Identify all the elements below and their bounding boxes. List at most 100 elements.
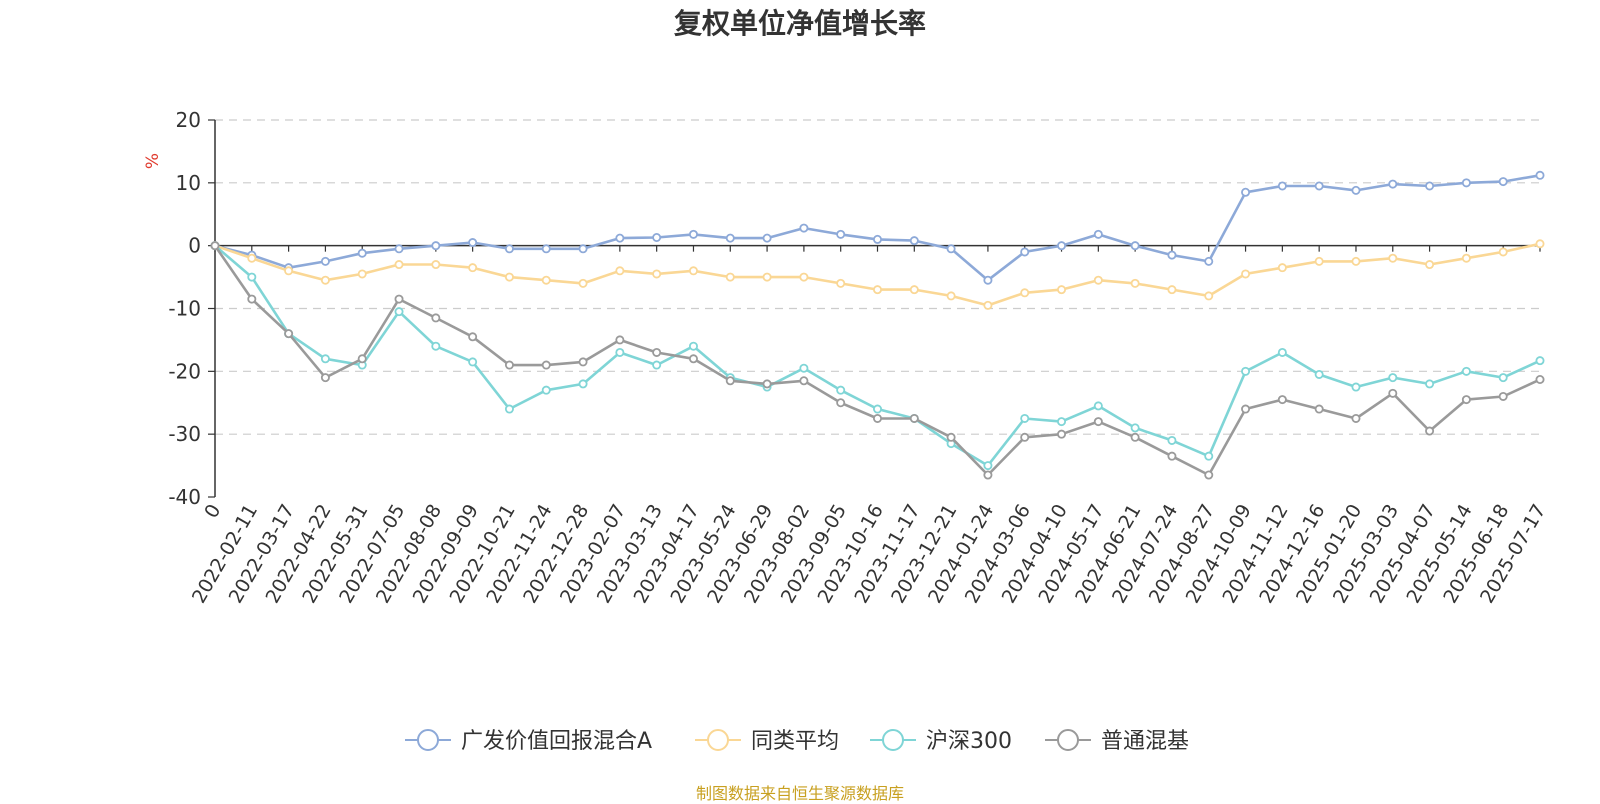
data-point	[688, 229, 698, 239]
data-point	[725, 233, 735, 243]
data-point	[1461, 178, 1471, 188]
data-point	[836, 278, 846, 288]
data-point	[652, 347, 662, 357]
data-point	[504, 272, 514, 282]
data-point	[1277, 395, 1287, 405]
data-point	[1535, 356, 1545, 366]
data-point	[1020, 247, 1030, 257]
legend-circle-icon	[417, 729, 439, 751]
data-point	[1314, 404, 1324, 414]
data-point	[1388, 253, 1398, 263]
series-line-2	[214, 244, 1541, 467]
data-point	[1498, 177, 1508, 187]
data-point	[1277, 181, 1287, 191]
data-point	[762, 233, 772, 243]
data-point	[247, 294, 257, 304]
data-point	[541, 244, 551, 254]
data-point	[578, 357, 588, 367]
data-point	[1351, 185, 1361, 195]
data-point	[1130, 241, 1140, 251]
data-point	[688, 266, 698, 276]
y-tick-label: 20	[176, 108, 201, 132]
chart-title: 复权单位净值增长率	[673, 7, 926, 40]
series-lines	[210, 170, 1545, 480]
data-point	[1167, 250, 1177, 260]
y-tick-label: 0	[188, 234, 201, 258]
data-point	[1204, 451, 1214, 461]
data-point	[1204, 470, 1214, 480]
legend-item-3[interactable]: 普通混基	[1045, 729, 1189, 754]
data-point	[468, 357, 478, 367]
data-point	[615, 233, 625, 243]
data-point	[1277, 263, 1287, 273]
y-axis-unit: %	[143, 153, 163, 169]
data-point	[799, 223, 809, 233]
y-tick-label: -10	[168, 297, 201, 321]
data-point	[1057, 417, 1067, 427]
data-point	[873, 413, 883, 423]
legend-label: 广发价值回报混合A	[461, 729, 652, 754]
data-point	[1535, 170, 1545, 180]
data-point	[1498, 373, 1508, 383]
data-point	[394, 244, 404, 254]
data-point	[946, 244, 956, 254]
data-point	[1093, 401, 1103, 411]
legend-item-1[interactable]: 同类平均	[695, 729, 839, 754]
data-point	[946, 432, 956, 442]
data-point	[578, 244, 588, 254]
y-tick-label: -40	[168, 485, 201, 509]
y-tick-label: 10	[176, 171, 201, 195]
data-point	[1057, 241, 1067, 251]
legend-item-0[interactable]: 广发价值回报混合A	[405, 729, 652, 754]
y-tick-label: -30	[168, 422, 201, 446]
legend-label: 普通混基	[1101, 729, 1189, 754]
data-point	[247, 272, 257, 282]
data-point	[983, 300, 993, 310]
data-point	[1020, 413, 1030, 423]
data-point	[1277, 347, 1287, 357]
data-point	[431, 260, 441, 270]
series-line-3	[213, 244, 1541, 477]
data-point	[394, 260, 404, 270]
data-point	[836, 229, 846, 239]
data-point	[836, 385, 846, 395]
legend: 广发价值回报混合A 同类平均 沪深300 普通混基	[405, 729, 1189, 754]
data-point	[1093, 417, 1103, 427]
data-point	[615, 347, 625, 357]
data-point	[1130, 423, 1140, 433]
data-point	[1093, 229, 1103, 239]
data-point	[946, 291, 956, 301]
data-point	[247, 253, 257, 263]
data-point	[1130, 278, 1140, 288]
data-point	[1535, 239, 1545, 249]
legend-circle-icon	[882, 729, 904, 751]
data-point	[1093, 275, 1103, 285]
data-point	[1314, 181, 1324, 191]
data-point	[1425, 379, 1435, 389]
data-point	[541, 385, 551, 395]
data-point	[1461, 366, 1471, 376]
data-point	[431, 341, 441, 351]
data-point	[1167, 285, 1177, 295]
data-point	[1241, 404, 1251, 414]
data-point	[799, 363, 809, 373]
data-point	[468, 238, 478, 248]
data-point	[1388, 373, 1398, 383]
data-point	[799, 272, 809, 282]
data-point	[1057, 285, 1067, 295]
data-point	[284, 329, 294, 339]
data-point	[320, 354, 330, 364]
data-point	[1167, 451, 1177, 461]
data-point	[983, 275, 993, 285]
data-point	[1388, 388, 1398, 398]
data-point	[1351, 382, 1361, 392]
legend-item-2[interactable]: 沪深300	[870, 729, 1012, 754]
data-point	[725, 272, 735, 282]
data-point	[615, 335, 625, 345]
data-point	[431, 313, 441, 323]
data-point	[357, 248, 367, 258]
data-point	[909, 236, 919, 246]
data-point	[909, 285, 919, 295]
data-point	[1425, 426, 1435, 436]
data-point	[1241, 187, 1251, 197]
